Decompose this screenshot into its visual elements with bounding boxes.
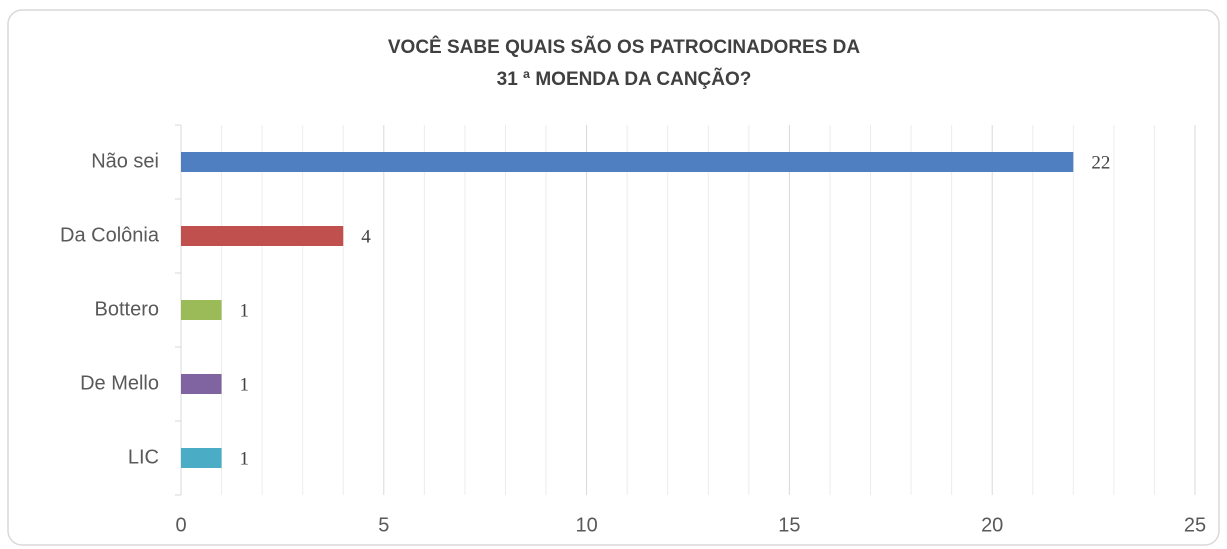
- x-tick-label: 0: [175, 514, 186, 536]
- data-label: 4: [361, 226, 371, 247]
- x-tick-label: 25: [1184, 514, 1206, 536]
- chart-frame: [7, 9, 1220, 546]
- bar: [181, 300, 222, 320]
- bar: [181, 448, 222, 468]
- bar: [181, 374, 222, 394]
- y-tick-label: Não sei: [91, 150, 159, 172]
- x-tick-label: 20: [981, 514, 1003, 536]
- data-label: 1: [240, 448, 250, 469]
- data-label: 1: [240, 374, 250, 395]
- y-tick-label: De Mello: [80, 372, 159, 394]
- y-tick-label: Bottero: [95, 298, 159, 320]
- y-tick-label: Da Colônia: [60, 224, 160, 246]
- bar: [181, 152, 1074, 172]
- y-tick-label: LIC: [128, 446, 159, 468]
- x-tick-label: 15: [778, 514, 800, 536]
- x-tick-label: 10: [575, 514, 597, 536]
- data-label: 1: [240, 300, 250, 321]
- bar: [181, 226, 344, 246]
- chart-title: VOCÊ SABE QUAIS SÃO OS PATROCINADORES DA: [388, 36, 861, 58]
- data-label: 22: [1091, 152, 1110, 173]
- chart-title: 31 ª MOENDA DA CANÇÃO?: [497, 68, 752, 90]
- x-tick-label: 5: [378, 514, 389, 536]
